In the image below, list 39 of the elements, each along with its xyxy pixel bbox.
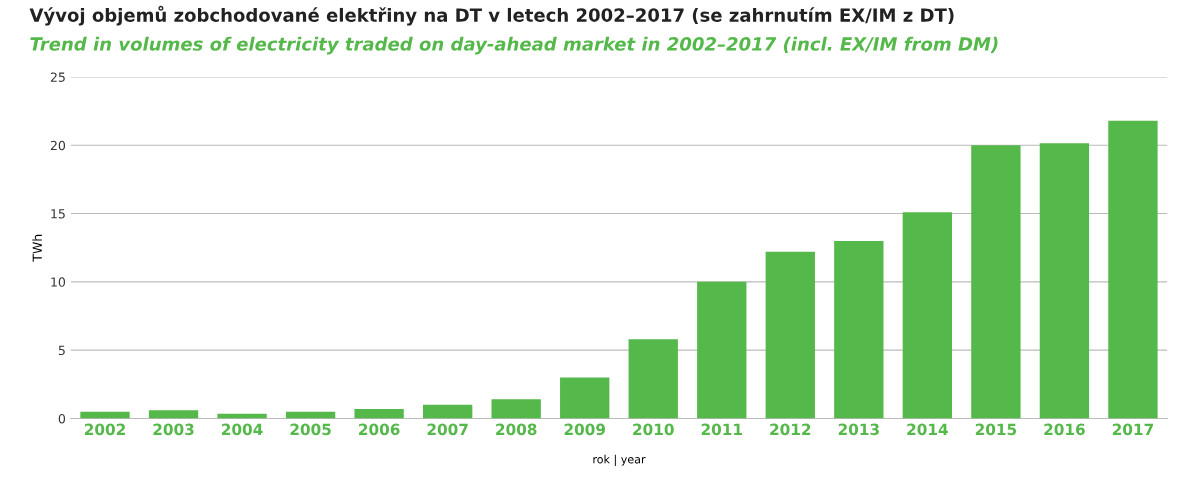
bar bbox=[697, 281, 747, 419]
bar bbox=[148, 410, 199, 419]
bar bbox=[628, 339, 678, 419]
x-tick-label: 2006 bbox=[359, 423, 400, 436]
x-tick-label: 2011 bbox=[701, 423, 742, 436]
bar bbox=[354, 408, 404, 419]
y-tick-label: 15 bbox=[51, 209, 65, 219]
chart-title: Vývoj objemů zobchodované elektřiny na DT v letech 2002–2017 (se zahrnutím EX/IM z DT) bbox=[29, 5, 954, 26]
bar bbox=[765, 251, 815, 419]
bar bbox=[422, 404, 473, 419]
x-axis-title: rok | year bbox=[593, 454, 646, 466]
x-tick-label: 2010 bbox=[633, 423, 674, 436]
chart-subtitle: Trend in volumes of electricity traded on day-ahead market in 2002–2017 (incl. EX/IM from DM) bbox=[30, 36, 998, 55]
x-tick-label: 2004 bbox=[222, 423, 263, 436]
y-tick-label: 25 bbox=[50, 72, 65, 82]
bar bbox=[491, 399, 541, 419]
x-tick-label: 2016 bbox=[1044, 423, 1085, 436]
y-tick-label: 0 bbox=[58, 413, 66, 424]
bar bbox=[902, 212, 953, 419]
x-tick-label: 2015 bbox=[975, 423, 1017, 436]
x-tick-label: 2005 bbox=[290, 423, 331, 436]
bar bbox=[971, 145, 1021, 419]
bar bbox=[1108, 120, 1158, 419]
x-tick-label: 2002 bbox=[84, 423, 125, 436]
x-tick-label: 2003 bbox=[153, 423, 194, 436]
bar bbox=[834, 240, 884, 419]
y-tick-label: 20 bbox=[50, 140, 66, 151]
x-tick-label: 2013 bbox=[838, 423, 879, 436]
x-tick-label: 2009 bbox=[564, 423, 605, 436]
y-axis-title: TWh bbox=[32, 234, 42, 262]
bar bbox=[560, 377, 610, 419]
x-tick-label: 2008 bbox=[496, 423, 537, 436]
y-tick-label: 10 bbox=[51, 277, 66, 287]
y-tick-label: 5 bbox=[58, 345, 65, 356]
x-tick-label: 2012 bbox=[770, 423, 811, 436]
x-tick-label: 2007 bbox=[427, 423, 468, 436]
x-tick-label: 2014 bbox=[907, 423, 948, 436]
bar bbox=[1039, 143, 1090, 419]
x-tick-label: 2017 bbox=[1112, 423, 1153, 436]
